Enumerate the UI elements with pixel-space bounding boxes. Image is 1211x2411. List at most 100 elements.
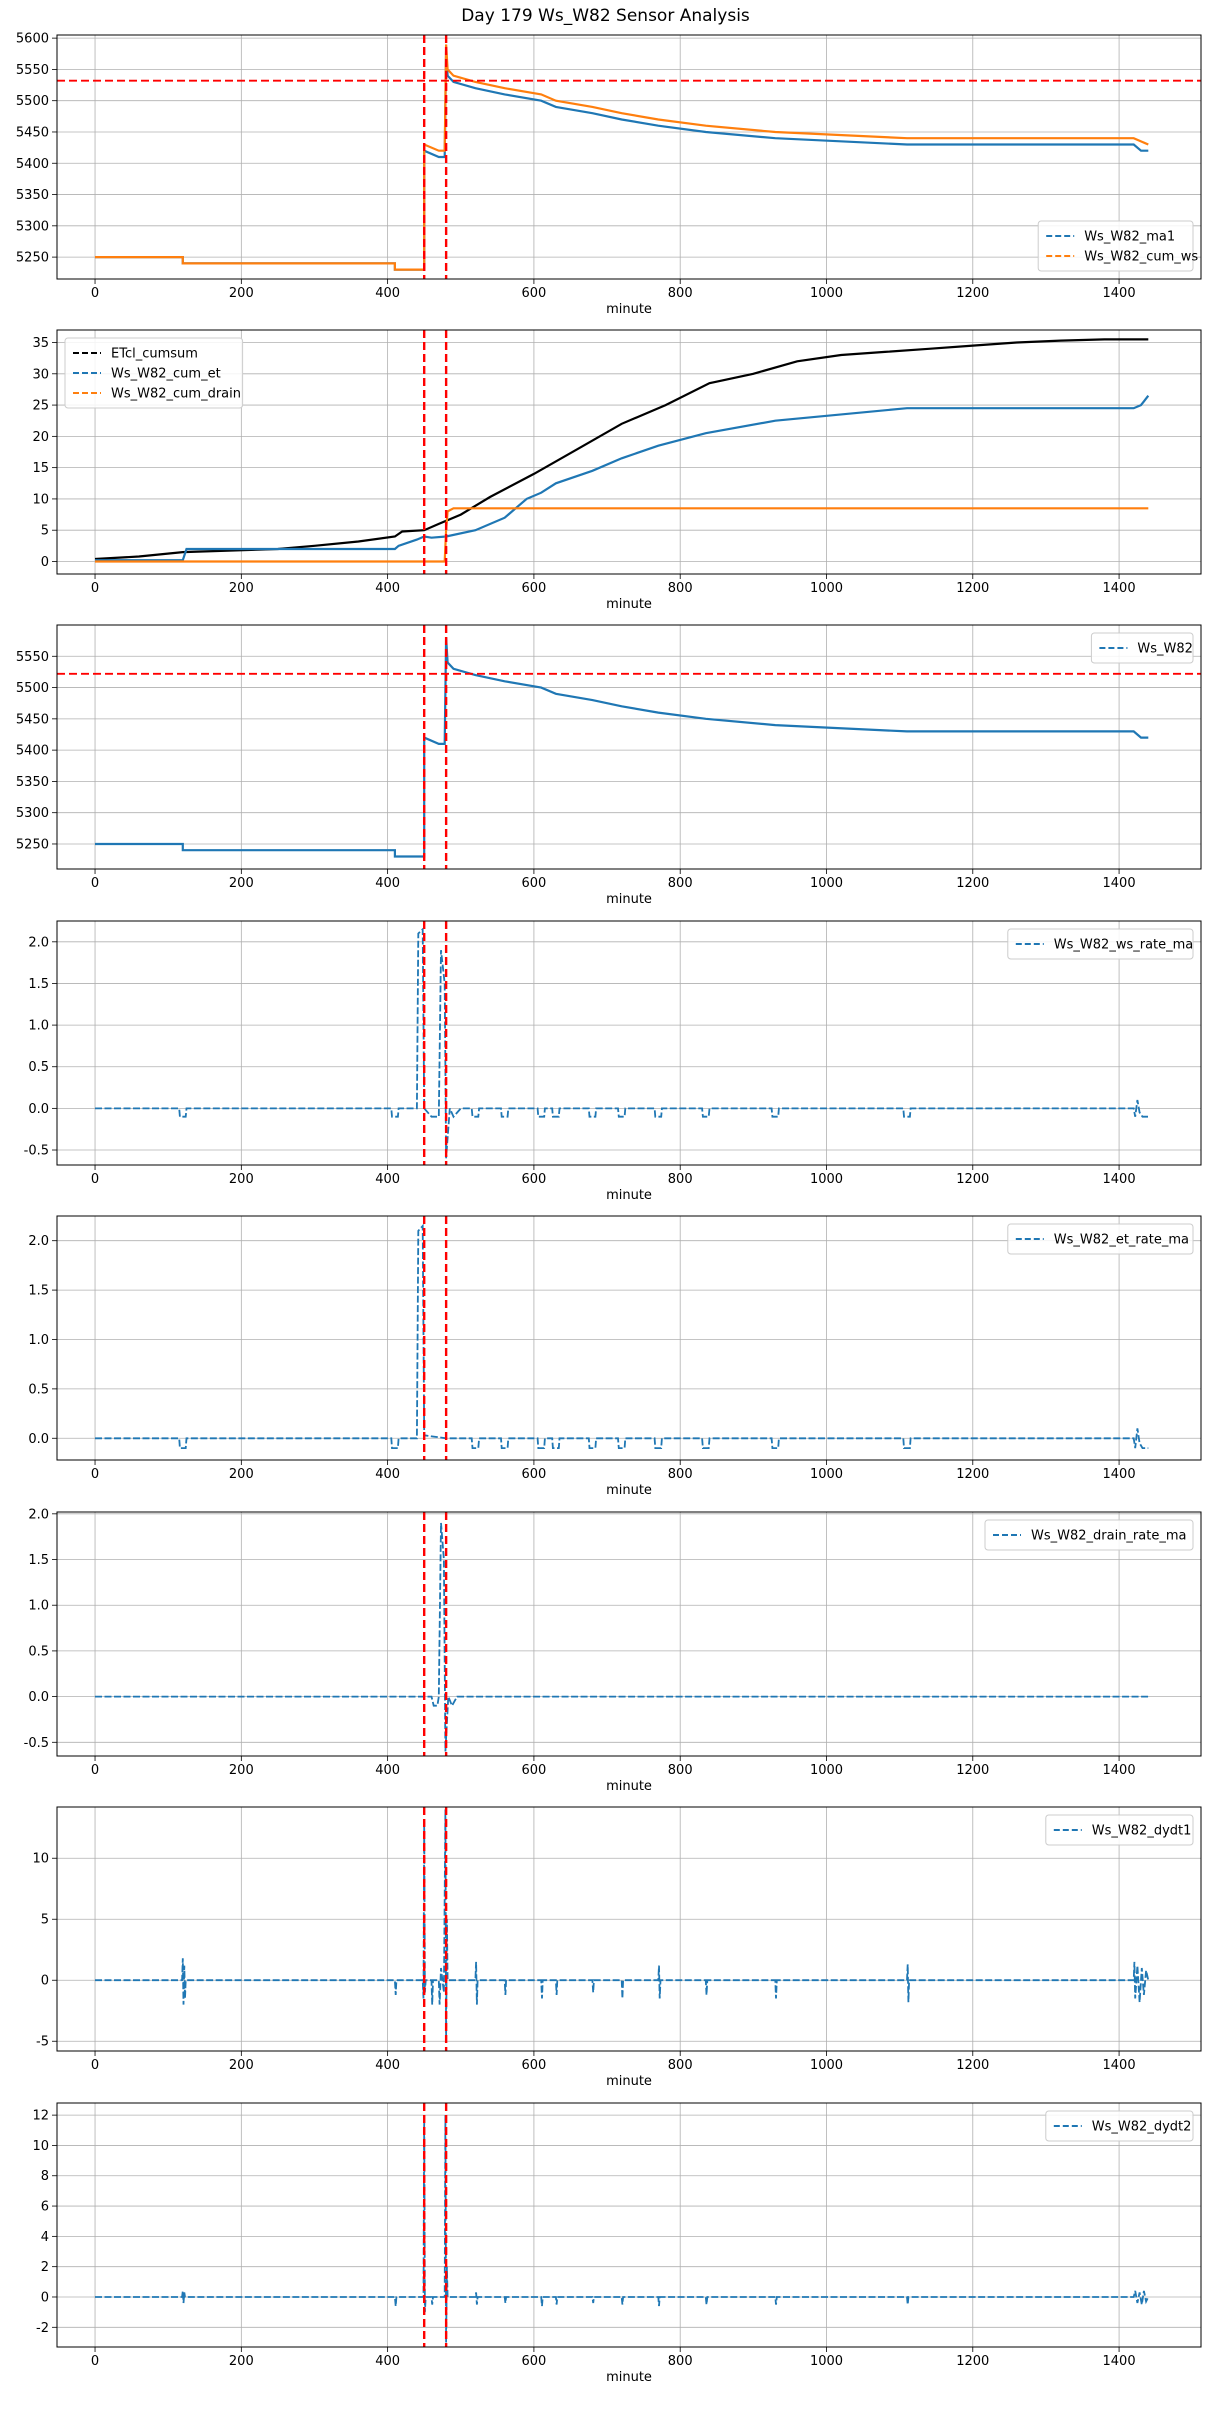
x-tick-label: 0 [91, 876, 99, 891]
x-axis-label: minute [606, 1779, 652, 1794]
series-line-ETcl_cumsum [94, 338, 1149, 561]
y-tick-label: 1.0 [28, 1599, 49, 1614]
legend-label: Ws_W82_cum_drain [111, 387, 241, 402]
x-tick-label: 1400 [1103, 2354, 1136, 2369]
x-tick-label: 800 [668, 2354, 693, 2369]
axes-frame [56, 624, 1202, 870]
y-tick-label: 5300 [16, 219, 49, 234]
y-tick-label: 2 [41, 2260, 49, 2275]
y-tick-label: 5300 [16, 806, 49, 821]
legend-label: Ws_W82 [1137, 642, 1193, 657]
x-tick-label: 0 [91, 2058, 99, 2073]
x-tick-label: 200 [229, 581, 254, 596]
legend-box [1045, 2110, 1194, 2142]
y-tick-label: 5450 [16, 712, 49, 727]
y-tick-label: 0.0 [28, 1102, 49, 1117]
x-tick-label: 1200 [956, 1467, 989, 1482]
axes-frame [56, 1511, 1202, 1757]
x-tick-label: 200 [229, 286, 254, 301]
y-tick-label: 1.0 [28, 1019, 49, 1034]
legend: Ws_W82_dydt1 [1045, 1814, 1194, 1846]
x-tick-label: 200 [229, 2058, 254, 2073]
x-tick-label: 800 [668, 876, 693, 891]
y-tick-label: 1.5 [28, 977, 49, 992]
x-tick-label: 1200 [956, 1763, 989, 1778]
x-tick-label: 200 [229, 2354, 254, 2369]
x-tick-label: 0 [91, 1467, 99, 1482]
y-tick-label: 30 [32, 367, 49, 382]
y-tick-label: 0 [41, 2290, 49, 2305]
x-tick-label: 600 [521, 2354, 546, 2369]
y-tick-label: 12 [32, 2109, 49, 2124]
y-tick-label: 2.0 [28, 935, 49, 950]
legend-label: Ws_W82_dydt2 [1092, 2120, 1192, 2135]
x-axis-label: minute [606, 302, 652, 317]
x-tick-label: 1200 [956, 1172, 989, 1187]
x-tick-label: 1000 [810, 1172, 843, 1187]
legend-box [984, 1519, 1194, 1551]
legend: Ws_W82_drain_rate_ma [984, 1519, 1194, 1551]
x-tick-label: 0 [91, 581, 99, 596]
y-tick-label: -2 [36, 2321, 49, 2336]
y-tick-label: 8 [41, 2169, 49, 2184]
y-tick-label: 0.0 [28, 1432, 49, 1447]
y-tick-label: -0.5 [24, 1144, 49, 1159]
x-tick-label: 800 [668, 1467, 693, 1482]
x-axis-label: minute [606, 597, 652, 612]
y-tick-label: 5550 [16, 650, 49, 665]
chart-panel-2: 0 200 400 600 800 1000 1200 1400 0 5 10 15 20 25 30 35 m… [32, 329, 1202, 612]
x-tick-label: 1000 [810, 581, 843, 596]
y-tick-label: 0.5 [28, 1644, 49, 1659]
axes-frame [56, 329, 1202, 575]
x-tick-label: 800 [668, 1172, 693, 1187]
y-tick-label: 5250 [16, 837, 49, 852]
y-tick-label: 6 [41, 2200, 49, 2215]
x-tick-label: 0 [91, 1763, 99, 1778]
chart-panel-3: 0 200 400 600 800 1000 1200 1400 5250 5300 5350 540… [16, 624, 1202, 907]
y-tick-label: 1.0 [28, 1333, 49, 1348]
x-tick-label: 600 [521, 1467, 546, 1482]
x-tick-label: 1400 [1103, 581, 1136, 596]
y-tick-label: 5350 [16, 775, 49, 790]
x-tick-label: 1200 [956, 286, 989, 301]
x-tick-label: 1000 [810, 1467, 843, 1482]
x-axis-label: minute [606, 2074, 652, 2089]
x-tick-label: 400 [375, 2354, 400, 2369]
chart-panel-8: 0 200 400 600 800 1000 1200 1400 -2 0 2 4 6 8 10 12 minu… [32, 2102, 1202, 2385]
legend: Ws_W82 [1090, 632, 1194, 664]
y-tick-label: 5400 [16, 744, 49, 759]
legend: ETcl_cumsum Ws_W82_cum_et Ws_W82_cum_drain [64, 337, 244, 409]
y-tick-label: 5550 [16, 63, 49, 78]
series-line-Ws_W82_dydt2 [95, 2115, 1150, 2343]
y-tick-label: 2.0 [28, 1507, 49, 1522]
legend-label: Ws_W82_ma1 [1084, 230, 1175, 245]
x-tick-label: 1400 [1103, 2058, 1136, 2073]
y-tick-label: 4 [41, 2230, 49, 2245]
x-tick-label: 1200 [956, 581, 989, 596]
y-tick-label: 5600 [16, 32, 49, 47]
series-line-Ws_W82_cum_ws [95, 44, 1149, 271]
y-tick-label: 5500 [16, 681, 49, 696]
x-tick-label: 1000 [810, 876, 843, 891]
series-line-Ws_W82_cum_drain [95, 507, 1149, 563]
y-tick-label: 0.5 [28, 1060, 49, 1075]
x-tick-label: 400 [375, 2058, 400, 2073]
y-tick-label: -5 [36, 2035, 49, 2050]
x-tick-label: 400 [375, 581, 400, 596]
series-line-Ws_W82_dydt1 [95, 1809, 1150, 2042]
legend-label: Ws_W82_ws_rate_ma [1054, 938, 1193, 953]
y-tick-label: 10 [32, 1852, 49, 1867]
x-tick-label: 1000 [810, 286, 843, 301]
axes-frame [56, 2102, 1202, 2348]
x-tick-label: 600 [521, 1172, 546, 1187]
y-tick-label: 0.0 [28, 1690, 49, 1705]
x-axis-label: minute [606, 1483, 652, 1498]
x-tick-label: 1200 [956, 876, 989, 891]
y-tick-label: 0.5 [28, 1382, 49, 1397]
y-tick-label: 10 [32, 492, 49, 507]
x-tick-label: 200 [229, 876, 254, 891]
series-line-Ws_W82_drain_rate_ma [95, 1522, 1149, 1752]
legend: Ws_W82_ws_rate_ma [1007, 928, 1194, 960]
x-tick-label: 600 [521, 1763, 546, 1778]
legend-box [64, 337, 244, 409]
